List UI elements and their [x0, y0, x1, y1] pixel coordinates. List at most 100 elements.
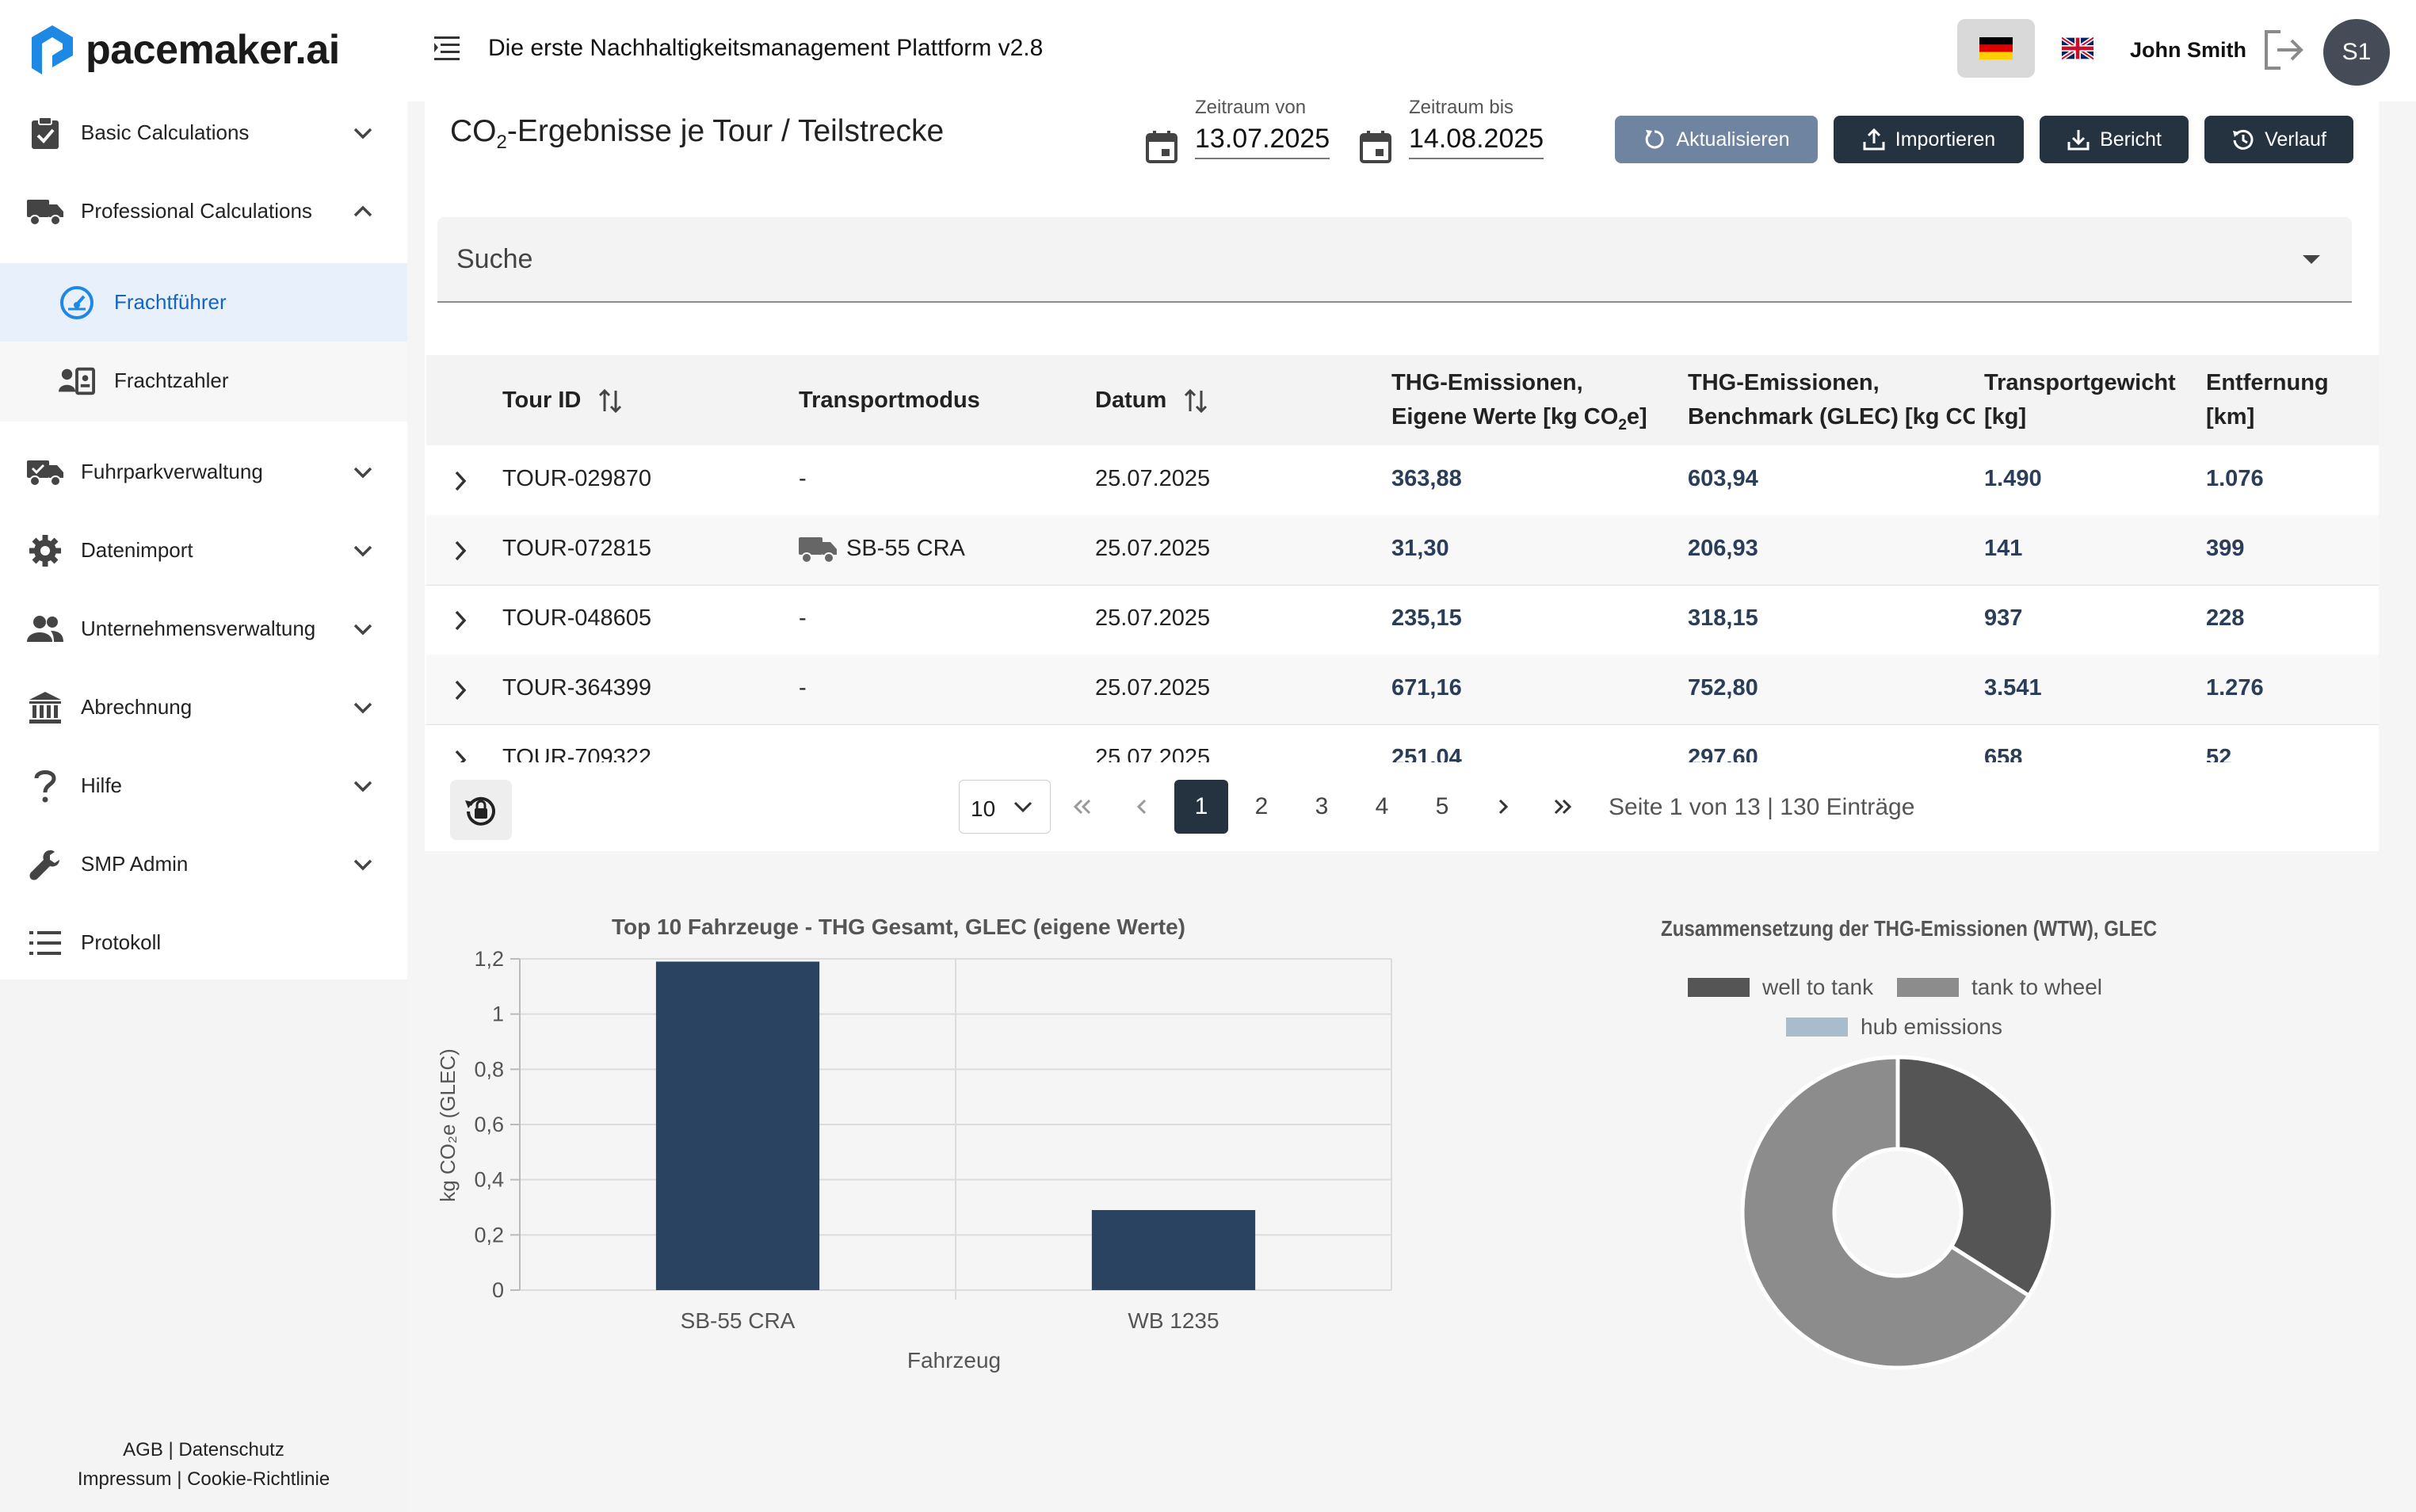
- date-from-value[interactable]: 13.07.2025: [1195, 124, 1330, 159]
- sidebar-item-unternehmensverwaltung[interactable]: Unternehmensverwaltung: [0, 590, 407, 668]
- search-input[interactable]: Suche: [437, 217, 2352, 303]
- y-tick-label: 1,2: [474, 947, 504, 971]
- header-tour-id[interactable]: Tour ID: [502, 384, 624, 418]
- table-row[interactable]: TOUR-709322 25.07.2025 251,04 297,60 658…: [426, 724, 2379, 762]
- sidebar-item-hilfe[interactable]: Hilfe: [0, 746, 407, 825]
- reset-filters-button[interactable]: [450, 780, 512, 840]
- y-tick-label: 0,6: [474, 1113, 504, 1136]
- sidebar-item-label: Abrechnung: [81, 695, 193, 719]
- page-button-2[interactable]: 2: [1254, 793, 1269, 819]
- date-to-label: Zeitraum bis: [1409, 97, 1514, 118]
- sort-icon[interactable]: [597, 388, 624, 414]
- page-button-4[interactable]: 4: [1375, 793, 1389, 819]
- legend-item-hub-emissions[interactable]: hub emissions: [1786, 1014, 2002, 1040]
- sidebar-item-label: Frachtführer: [114, 290, 227, 314]
- impressum-link[interactable]: Impressum: [77, 1468, 172, 1490]
- cell-weight: 141: [1984, 536, 2023, 561]
- footer-separator: |: [177, 1468, 182, 1490]
- bank-icon: [27, 689, 63, 726]
- chevron-right-icon[interactable]: [448, 677, 472, 704]
- sidebar-item-label: Frachtzahler: [114, 368, 229, 392]
- sidebar-item-basic-calculations[interactable]: Basic Calculations: [0, 94, 407, 172]
- header-transportmodus: Transportmodus: [799, 388, 980, 413]
- history-button[interactable]: Verlauf: [2204, 116, 2353, 163]
- legend-swatch: [1897, 978, 1959, 997]
- title-text: CO: [450, 114, 497, 148]
- legend-label: well to tank: [1762, 975, 1874, 999]
- cell-emissions-benchmark: 297,60: [1688, 745, 1758, 762]
- sidebar-item-label: Professional Calculations: [81, 199, 312, 223]
- sidebar-item-fuhrparkverwaltung[interactable]: Fuhrparkverwaltung: [0, 433, 407, 511]
- people-icon: [27, 611, 63, 647]
- bar-chart-x-ticks: SB-55 CRA WB 1235: [681, 1308, 1219, 1333]
- header-line: Transportgewicht: [1984, 370, 2176, 395]
- dropdown-caret-icon[interactable]: [2303, 255, 2320, 264]
- chevron-right-icon[interactable]: [448, 607, 472, 634]
- table-row[interactable]: TOUR-072815 SB-55 CRA 25.07.2025 31,30 2…: [426, 515, 2379, 586]
- sort-icon[interactable]: [1182, 388, 1209, 414]
- sidebar-item-smp-admin[interactable]: SMP Admin: [0, 825, 407, 903]
- logout-icon[interactable]: [2261, 29, 2306, 75]
- sidebar-item-datenimport[interactable]: Datenimport: [0, 511, 407, 590]
- datenschutz-link[interactable]: Datenschutz: [178, 1439, 284, 1460]
- header-emissions-own: THG-Emissionen, Eigene Werte [kg CO2e]: [1391, 366, 1647, 442]
- chevron-right-icon[interactable]: [448, 468, 472, 494]
- language-de-button[interactable]: [1957, 19, 2035, 78]
- date-to-value[interactable]: 14.08.2025: [1409, 124, 1544, 159]
- last-page-button[interactable]: [1536, 780, 1590, 834]
- refresh-button[interactable]: Aktualisieren: [1615, 116, 1818, 163]
- next-page-button[interactable]: [1475, 780, 1529, 834]
- cell-date: 25.07.2025: [1095, 605, 1211, 631]
- header-label: Datum: [1095, 388, 1167, 413]
- sidebar-menu: Basic Calculations Professional Calculat…: [0, 94, 407, 979]
- page-button-3[interactable]: 3: [1315, 793, 1329, 819]
- sidebar-item-professional-calculations[interactable]: Professional Calculations: [0, 172, 407, 250]
- sidebar-item-protokoll[interactable]: Protokoll: [0, 903, 407, 982]
- lock-reset-icon: [465, 796, 495, 826]
- chevron-right-icon[interactable]: [448, 537, 472, 564]
- cell-emissions-own: 251,04: [1391, 745, 1462, 762]
- report-label: Bericht: [2100, 128, 2162, 151]
- header-line: THG-Emissionen,: [1391, 370, 1583, 395]
- first-page-button[interactable]: [1055, 780, 1109, 834]
- legend-item-tank-to-wheel[interactable]: tank to wheel: [1897, 975, 2102, 1000]
- page-button-5[interactable]: 5: [1435, 793, 1449, 819]
- x-tick-label: SB-55 CRA: [681, 1308, 796, 1333]
- prev-page-button[interactable]: [1116, 780, 1170, 834]
- chevron-right-icon[interactable]: [448, 746, 472, 762]
- agb-link[interactable]: AGB: [123, 1439, 163, 1460]
- cell-date: 25.07.2025: [1095, 745, 1211, 762]
- chevron-down-icon: [349, 850, 377, 879]
- page-button-1[interactable]: 1: [1174, 780, 1228, 834]
- import-button[interactable]: Importieren: [1834, 116, 2024, 163]
- footer-links-row-1: AGB | Datenschutz: [0, 1439, 407, 1461]
- history-label: Verlauf: [2265, 128, 2326, 151]
- chevron-left-icon: [1136, 799, 1147, 815]
- language-en-button[interactable]: [2059, 19, 2097, 78]
- cell-weight: 3.541: [1984, 675, 2042, 701]
- search-placeholder: Suche: [456, 244, 533, 274]
- sidebar-item-frachtfuehrer[interactable]: Frachtführer: [0, 263, 407, 342]
- hamburger-menu-icon[interactable]: [434, 35, 463, 64]
- avatar[interactable]: S1: [2323, 19, 2390, 86]
- report-button[interactable]: Bericht: [2040, 116, 2189, 163]
- sidebar-item-abrechnung[interactable]: Abrechnung: [0, 668, 407, 746]
- sidebar-item-frachtzahler[interactable]: Frachtzahler: [0, 342, 407, 420]
- sidebar: Basic Calculations Professional Calculat…: [0, 94, 407, 1512]
- cell-emissions-benchmark: 752,80: [1688, 675, 1758, 701]
- table-row[interactable]: TOUR-029870 - 25.07.2025 363,88 603,94 1…: [426, 445, 2379, 516]
- wrench-icon: [27, 846, 63, 883]
- cookie-link[interactable]: Cookie-Richtlinie: [187, 1468, 330, 1490]
- header-datum[interactable]: Datum: [1095, 384, 1209, 418]
- table-row[interactable]: TOUR-048605 - 25.07.2025 235,15 318,15 9…: [426, 585, 2379, 655]
- sidebar-item-label: SMP Admin: [81, 852, 189, 876]
- donut-slices: [1740, 1055, 2055, 1370]
- legend-item-well-to-tank[interactable]: well to tank: [1688, 975, 1873, 1000]
- history-icon: [2233, 129, 2254, 150]
- logo[interactable]: pacemaker.ai: [30, 24, 340, 76]
- table-row[interactable]: TOUR-364399 - 25.07.2025 671,16 752,80 3…: [426, 655, 2379, 725]
- truck-check-icon: [27, 454, 63, 491]
- y-tick-label: 0,2: [474, 1223, 504, 1247]
- page-size-select[interactable]: 10: [959, 780, 1051, 834]
- sidebar-item-label: Unternehmensverwaltung: [81, 617, 316, 640]
